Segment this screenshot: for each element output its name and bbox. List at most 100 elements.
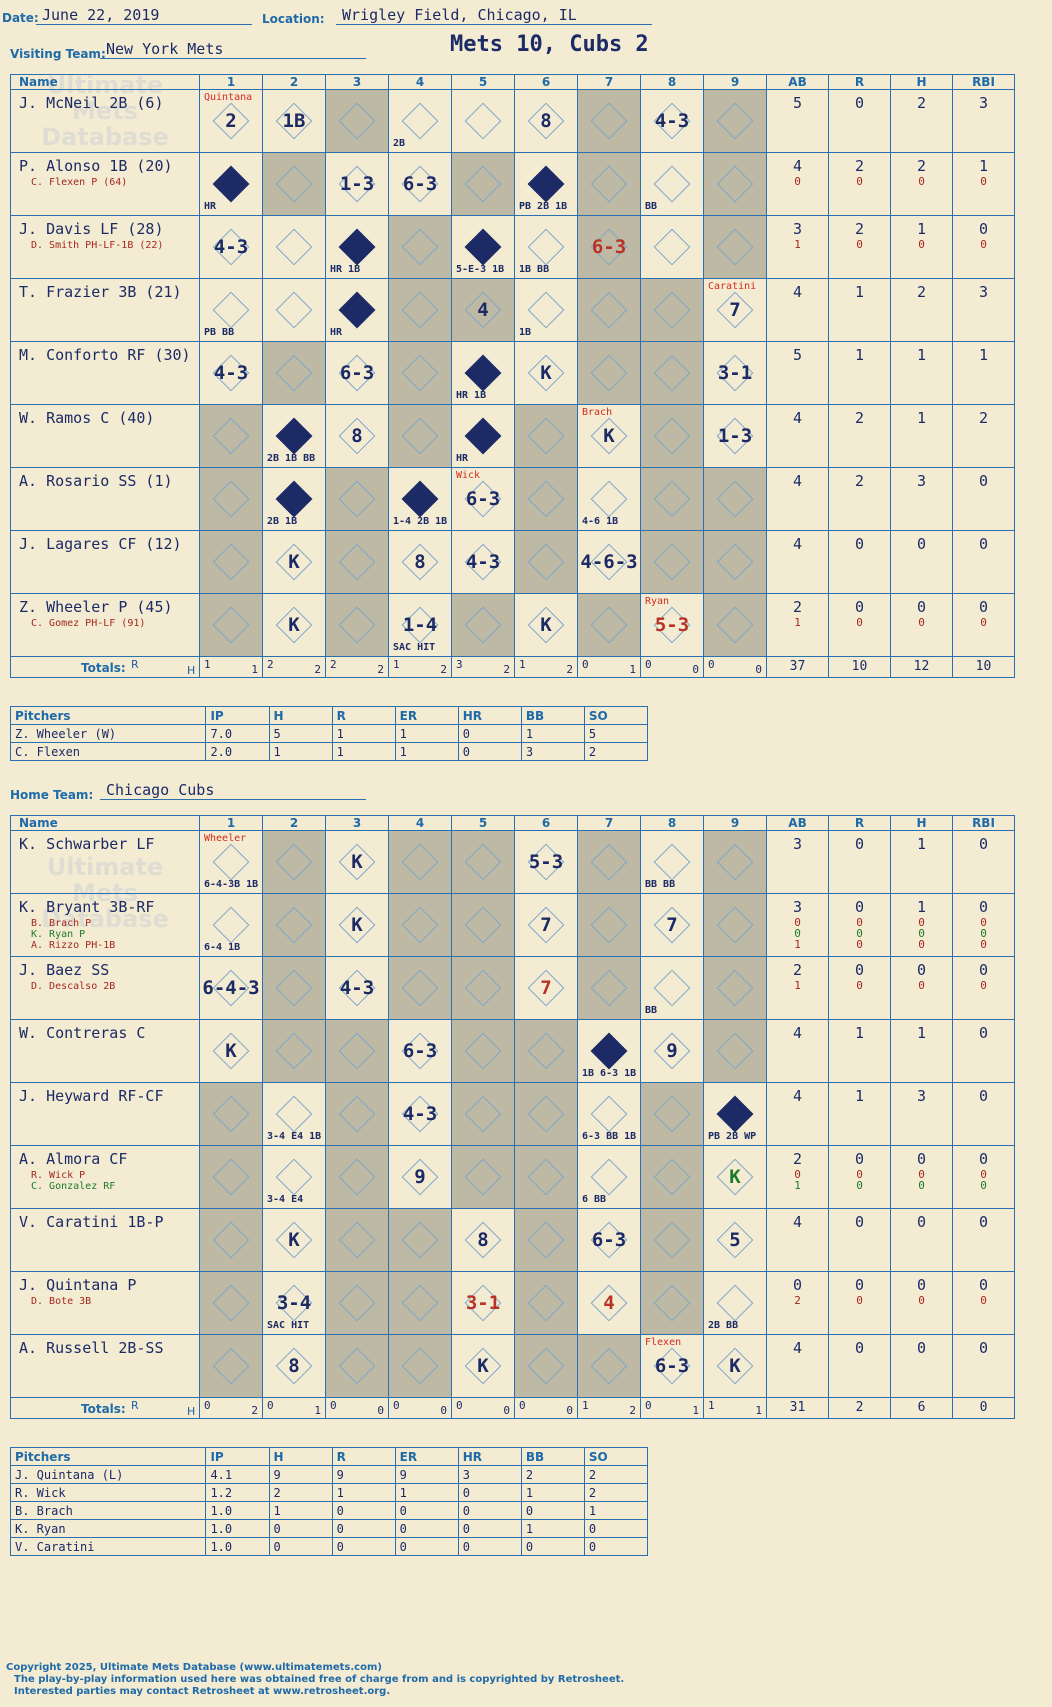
- stat-value: 0: [978, 1150, 989, 1168]
- basepath-diamond: [653, 969, 691, 1007]
- inning-cell: 8: [388, 530, 452, 594]
- basepath-diamond: [275, 354, 313, 392]
- col-header-ab: AB: [766, 815, 829, 831]
- play-result: K: [351, 914, 363, 936]
- inning-hits: 0: [503, 1404, 510, 1417]
- basepath-diamond: [527, 1347, 565, 1385]
- inning-cell: [514, 404, 578, 468]
- inning-cell: K: [262, 1208, 326, 1272]
- play-result: 4-3: [465, 551, 501, 573]
- substitute-name: D. Bote 3B: [31, 1296, 92, 1307]
- inning-runs: 1: [393, 658, 400, 671]
- inning-cell: K Brach: [577, 404, 641, 468]
- stat-value: 0: [978, 1339, 989, 1357]
- inning-cell: [703, 830, 767, 894]
- inning-cell: [325, 530, 389, 594]
- play-result: 4-3: [213, 236, 249, 258]
- inning-cell: [199, 530, 263, 594]
- basepath-diamond: [275, 417, 313, 455]
- home-scorecard: Name 1 2 3 4 5 6 7 8 9 AB R H RBI K. Schwarber LF Whee…: [10, 815, 1015, 1419]
- footer-copyright: Copyright 2025, Ultimate Mets Database (…: [6, 1662, 382, 1673]
- inning-cell: [577, 341, 641, 405]
- col-header-inning-8: 8: [640, 74, 704, 90]
- basepath-diamond: [212, 543, 250, 581]
- inning-runs: 0: [582, 658, 589, 671]
- basepath-diamond: [527, 480, 565, 518]
- stat-cell: 2: [828, 404, 891, 468]
- inning-cell: 7 Caratini: [703, 278, 767, 342]
- batter-name-cell: W. Contreras C: [10, 1019, 200, 1083]
- inning-cell: [388, 830, 452, 894]
- inning-cell: 1B 6-3 1B: [577, 1019, 641, 1083]
- inning-runs: 0: [645, 1399, 652, 1412]
- inning-cell: 4-3: [325, 956, 389, 1020]
- inning-cell: [199, 404, 263, 468]
- total-stat-value: 0: [979, 1400, 988, 1415]
- stat-value: 0: [916, 1276, 927, 1294]
- stat-cell: 0: [828, 530, 891, 594]
- basepath-diamond: [527, 1221, 565, 1259]
- pitch-col-er: ER: [394, 1447, 459, 1466]
- play-result: 1-4: [402, 614, 438, 636]
- stat-cell: 3: [766, 830, 829, 894]
- batter-row: J. Heyward RF-CF 3-4 E4 1B 4-3 6-3 BB 1B PB …: [10, 1082, 1015, 1146]
- footer-source: The play-by-play information used here w…: [14, 1674, 625, 1685]
- play-result: K: [603, 425, 615, 447]
- inning-cell: 5-3 Ryan: [640, 593, 704, 657]
- stat-value: 0: [854, 1150, 865, 1168]
- inning-cell: 9: [640, 1019, 704, 1083]
- sub-stat-value: 0: [918, 1168, 925, 1181]
- pitch-col-bb: BB: [520, 1447, 585, 1466]
- batter-name-cell: J. Quintana P D. Bote 3B: [10, 1271, 200, 1335]
- basepath-diamond: [275, 969, 313, 1007]
- basepath-diamond: [716, 843, 754, 881]
- basepath-diamond: [212, 417, 250, 455]
- stat-value: 2: [854, 157, 865, 175]
- basepath-diamond: [464, 1095, 502, 1133]
- stat-value: 1: [916, 346, 927, 364]
- col-header-inning-7: 7: [577, 815, 641, 831]
- col-header-rbi: RBI: [952, 815, 1015, 831]
- inning-cell: HR: [451, 404, 515, 468]
- inning-cell: [388, 893, 452, 957]
- sub-stat-value: 0: [980, 927, 987, 940]
- basepath-diamond: [527, 291, 565, 329]
- pitcher-name: V. Caratini: [9, 1537, 207, 1556]
- basepath-diamond: [716, 1284, 754, 1322]
- basepath-diamond: [212, 606, 250, 644]
- pitcher-row: R. Wick 1.2 2 1 1 0 1 2: [9, 1483, 649, 1502]
- basepath-diamond: [212, 1158, 250, 1196]
- inning-cell: 6-3: [577, 215, 641, 279]
- totals-r-label: R: [131, 658, 139, 671]
- inning-runs: 3: [456, 658, 463, 671]
- batter-name-cell: J. Heyward RF-CF: [10, 1082, 200, 1146]
- play-result: K: [288, 614, 300, 636]
- stat-value: 1: [978, 157, 989, 175]
- play-result: 4-3: [654, 110, 690, 132]
- col-header-inning-1: 1: [199, 74, 263, 90]
- game-title: Mets 10, Cubs 2: [450, 32, 649, 57]
- batter-name: J. Baez SS: [19, 961, 110, 979]
- stat-cell: 1: [828, 1082, 891, 1146]
- play-result: 3-1: [717, 362, 753, 384]
- inning-cell: [577, 956, 641, 1020]
- sub-stat-value: 0: [918, 1294, 925, 1307]
- play-notation: 4-6 1B: [582, 516, 619, 527]
- footer-contact: Interested parties may contact Retroshee…: [14, 1686, 391, 1697]
- visitors-pitchers-table: Pitchers IP H R ER HR BB SO Z. Wheeler (W) 7.0 5 1 1…: [9, 706, 649, 761]
- play-result: 6-3: [591, 236, 627, 258]
- stat-value: 0: [978, 220, 989, 238]
- stat-value: 0: [854, 598, 865, 616]
- basepath-diamond: [653, 417, 691, 455]
- inning-cell: [262, 341, 326, 405]
- inning-cell: 4-3: [199, 215, 263, 279]
- inning-cell: 2 Quintana: [199, 89, 263, 153]
- play-result: 8: [351, 425, 363, 447]
- inning-cell: 6-3: [388, 152, 452, 216]
- pitcher-row: K. Ryan 1.0 0 0 0 0 1 0: [9, 1519, 649, 1538]
- pitcher-stat: 0: [583, 1519, 649, 1538]
- stat-value: 0: [978, 1087, 989, 1105]
- stat-value: 1: [854, 1024, 865, 1042]
